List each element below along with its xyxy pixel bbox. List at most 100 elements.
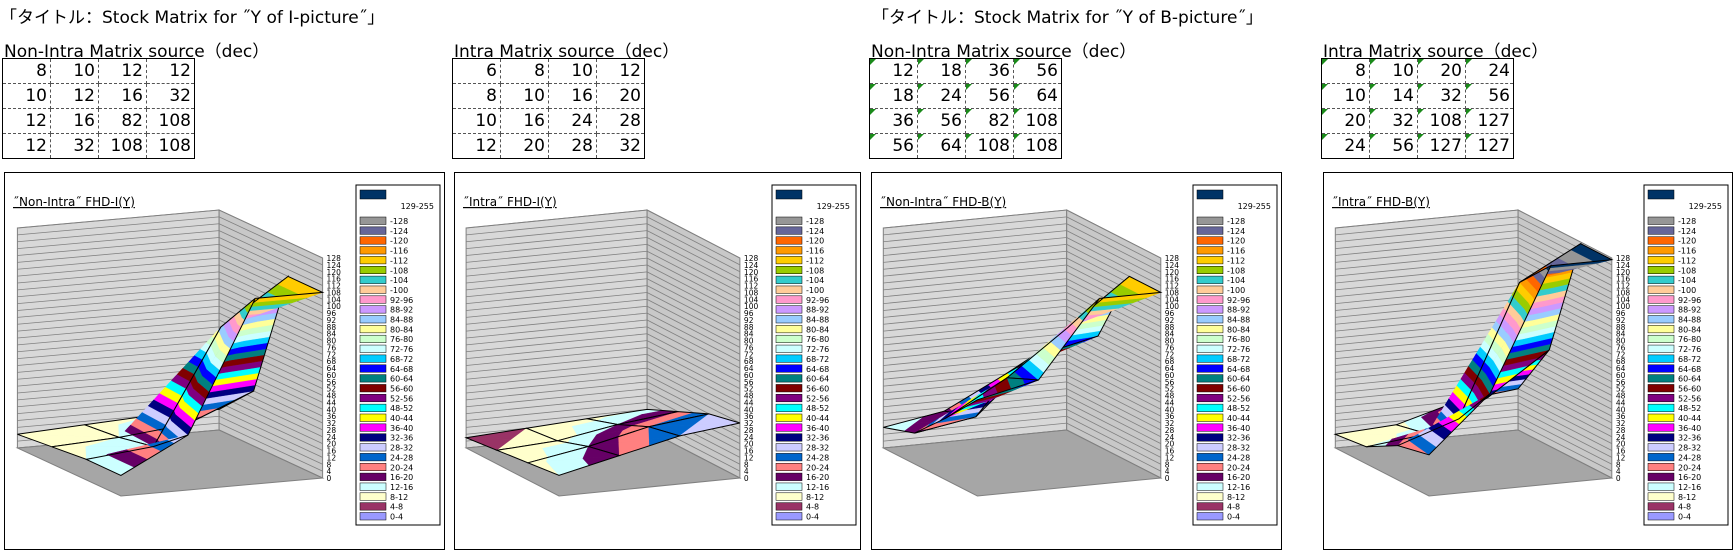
legend-swatch [1196, 256, 1224, 265]
grid-line [1066, 340, 1161, 389]
legend-swatch [1196, 453, 1224, 462]
grid-line [1335, 292, 1519, 311]
legend-label: -120 [390, 237, 408, 246]
legend-label: -100 [806, 286, 824, 295]
legend-swatch [359, 482, 387, 491]
legend-swatch [1647, 226, 1675, 235]
matrix-cell: 108 [1013, 133, 1062, 159]
matrix-cell: 18 [869, 83, 918, 109]
matrix-cell: 56 [1013, 58, 1062, 84]
z-tick-label: 12 [744, 453, 754, 462]
grid-line [17, 278, 220, 298]
legend-swatch [775, 189, 803, 200]
surface-chart: ˝Non-Intra˝ FHD-I(Y)04812162024283236404… [13, 184, 441, 526]
z-tick-label: 56 [1616, 378, 1626, 387]
z-tick-label: 56 [327, 378, 337, 387]
z-tick-label: 32 [1165, 419, 1175, 428]
grid-line [1066, 395, 1161, 444]
legend-swatch [359, 246, 387, 255]
legend-label: 60-64 [806, 375, 829, 384]
matrix-table: 8 10 12 12 10 12 16 32 12 16 82 108 12 32 108 108 [2, 58, 195, 159]
z-tick-label: 32 [1616, 419, 1626, 428]
z-tick-label: 56 [1165, 378, 1175, 387]
z-tick-label: 84 [1165, 330, 1175, 339]
grid-line [1066, 402, 1161, 451]
legend-swatch [1647, 325, 1675, 334]
legend-label: -104 [806, 276, 824, 285]
legend-label: -112 [806, 256, 824, 265]
grid-line [466, 395, 648, 415]
grid-line [1335, 237, 1519, 256]
legend-swatch [1196, 305, 1224, 314]
legend-swatch [1647, 315, 1675, 324]
legend-label: -112 [1227, 256, 1245, 265]
legend-swatch [1196, 285, 1224, 294]
legend-swatch [1647, 246, 1675, 255]
z-tick-label: 108 [1165, 288, 1180, 297]
matrix-cell: 32 [1369, 108, 1418, 134]
grid-line [17, 216, 220, 236]
legend-label: 8-12 [806, 493, 824, 502]
grid-line [1335, 326, 1519, 346]
matrix-cell: 14 [1369, 83, 1418, 109]
grid-line [466, 257, 648, 277]
grid-line [646, 299, 741, 348]
legend-swatch [359, 364, 387, 373]
z-tick-label: 8 [744, 460, 749, 469]
z-tick-label: 32 [744, 419, 754, 428]
legend-label: 52-56 [390, 394, 413, 403]
legend-label: 52-56 [1678, 394, 1701, 403]
legend-swatch [1196, 502, 1224, 511]
z-tick-label: 48 [327, 392, 337, 401]
matrix-cell: 64 [1013, 83, 1062, 109]
z-tick-label: 0 [327, 474, 332, 483]
matrix-cell: 12 [452, 133, 501, 159]
chart-title: ˝Non-Intra˝ FHD-B(Y) [880, 195, 1006, 209]
grid-line [1517, 374, 1612, 424]
legend-label: 36-40 [1678, 424, 1701, 433]
grid-line [1335, 319, 1519, 339]
legend-swatch [1196, 472, 1224, 481]
z-tick-label: 52 [1165, 385, 1175, 394]
grid-line [1517, 395, 1612, 444]
legend-swatch [359, 403, 387, 412]
z-tick-label: 16 [327, 447, 337, 456]
legend-label: -128 [390, 217, 408, 226]
z-tick-label: 4 [327, 467, 332, 476]
grid-line [1517, 209, 1612, 259]
legend-swatch [1196, 226, 1224, 235]
grid-line [466, 408, 648, 428]
grid-line [218, 223, 323, 273]
z-tick-label: 104 [1165, 295, 1180, 304]
legend-label: 48-52 [1678, 404, 1701, 413]
legend-label: -104 [1227, 276, 1245, 285]
z-tick-label: 60 [1165, 371, 1175, 380]
legend-label: 48-52 [806, 404, 829, 413]
legend-swatch [1196, 374, 1224, 383]
legend-label: 129-255 [817, 202, 850, 211]
legend-label: 8-12 [390, 493, 408, 502]
legend-label: 4-8 [390, 503, 403, 512]
grid-line [466, 374, 648, 394]
z-tick-label: 84 [1616, 330, 1626, 339]
grid-line [466, 292, 648, 311]
legend-swatch [775, 443, 803, 452]
z-tick-label: 56 [744, 378, 754, 387]
legend-label: 0-4 [806, 513, 819, 522]
legend-label: 32-36 [390, 434, 413, 443]
matrix-cell: 16 [98, 83, 147, 109]
legend-swatch [1647, 413, 1675, 422]
legend-swatch [359, 266, 387, 274]
legend-label: 36-40 [806, 424, 829, 433]
grid-line [1066, 429, 1161, 479]
z-tick-label: 0 [1616, 474, 1621, 483]
z-tick-label: 20 [1616, 440, 1626, 449]
z-tick-label: 80 [327, 337, 337, 346]
grid-line [466, 312, 648, 332]
surface-cell-outline [945, 377, 1039, 419]
matrix-cell: 82 [98, 108, 147, 134]
grid-line [17, 292, 220, 311]
matrix-cell: 32 [596, 133, 645, 159]
matrix-cell: 10 [452, 108, 501, 134]
legend-swatch [775, 275, 803, 284]
